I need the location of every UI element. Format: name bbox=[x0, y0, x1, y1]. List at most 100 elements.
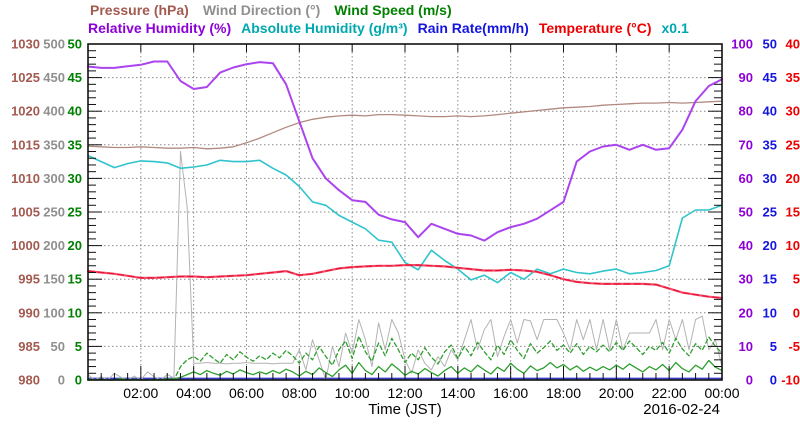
relative_humidity-tick-label: 80 bbox=[739, 104, 753, 119]
temperature-tick-label: 0 bbox=[793, 305, 800, 320]
wind_speed-tick-label: 50 bbox=[68, 37, 82, 52]
series-wind_gust bbox=[87, 335, 723, 381]
temperature-tick-label: 5 bbox=[793, 272, 800, 287]
wind_speed-tick-label: 0 bbox=[75, 373, 82, 388]
x-tick-label: 00:00 bbox=[704, 385, 739, 401]
relative_humidity-tick-label: 10 bbox=[739, 339, 753, 354]
rain_rate-tick-label: 35 bbox=[763, 137, 777, 152]
x-tick-label: 08:00 bbox=[282, 385, 317, 401]
wind_speed-tick-label: 25 bbox=[68, 205, 82, 220]
legend-item: Rain Rate(mm/h) bbox=[417, 20, 529, 36]
rain_rate-tick-label: 0 bbox=[770, 373, 777, 388]
wind_direction-tick-label: 150 bbox=[43, 272, 65, 287]
temperature-tick-label: 20 bbox=[786, 171, 800, 186]
temperature-tick-label: -10 bbox=[781, 373, 800, 388]
rain_rate-tick-label: 15 bbox=[763, 272, 777, 287]
temperature-tick-label: 25 bbox=[786, 137, 800, 152]
series-wind_direction bbox=[87, 151, 723, 381]
legend-item: Absolute Humidity (g/m³) bbox=[241, 20, 408, 36]
pressure-tick-label: 1025 bbox=[11, 70, 40, 85]
series-pressure bbox=[87, 100, 723, 150]
pressure-tick-label: 995 bbox=[18, 272, 40, 287]
pressure-tick-label: 1010 bbox=[11, 171, 40, 186]
rain_rate-tick-label: 30 bbox=[763, 171, 777, 186]
x-tick-label: 22:00 bbox=[652, 385, 687, 401]
rain_rate-tick-label: 10 bbox=[763, 305, 777, 320]
rain_rate-tick-label: 5 bbox=[770, 339, 777, 354]
x-tick-label: 04:00 bbox=[176, 385, 211, 401]
rain_rate-tick-label: 50 bbox=[763, 37, 777, 52]
wind_direction-tick-label: 50 bbox=[51, 339, 65, 354]
chart-date-label: 2016-02-24 bbox=[643, 401, 720, 418]
pressure-tick-label: 1030 bbox=[11, 37, 40, 52]
x-tick-label: 12:00 bbox=[387, 385, 422, 401]
wind_speed-tick-label: 20 bbox=[68, 238, 82, 253]
left-axis-labels: 1030102510201015101010051000995990985980… bbox=[11, 37, 82, 388]
wind_speed-tick-label: 5 bbox=[75, 339, 82, 354]
pressure-tick-label: 1000 bbox=[11, 238, 40, 253]
temperature-tick-label: 35 bbox=[786, 70, 800, 85]
pressure-tick-label: 985 bbox=[18, 339, 40, 354]
wind_speed-tick-label: 35 bbox=[68, 137, 82, 152]
x-axis-title: Time (JST) bbox=[368, 401, 442, 418]
gridlines bbox=[88, 44, 722, 380]
x-tick-label: 20:00 bbox=[599, 385, 634, 401]
chart-legend-row1: Pressure (hPa) Wind Direction (°) Wind Spe… bbox=[90, 1, 452, 19]
wind_speed-tick-label: 15 bbox=[68, 272, 82, 287]
wind_direction-tick-label: 200 bbox=[43, 238, 65, 253]
wind_speed-tick-label: 10 bbox=[68, 305, 82, 320]
temperature-tick-label: 40 bbox=[786, 37, 800, 52]
pressure-tick-label: 1020 bbox=[11, 104, 40, 119]
x-tick-label: 02:00 bbox=[123, 385, 158, 401]
legend-item: Wind Speed (m/s) bbox=[334, 2, 452, 18]
right-axis-labels: 1009080706050403020100504540353025201510… bbox=[731, 37, 800, 388]
temperature-tick-label: -5 bbox=[788, 339, 800, 354]
wind_direction-tick-label: 0 bbox=[58, 373, 65, 388]
rain_rate-tick-label: 40 bbox=[763, 104, 777, 119]
relative_humidity-tick-label: 100 bbox=[731, 37, 753, 52]
wind_direction-tick-label: 100 bbox=[43, 305, 65, 320]
pressure-tick-label: 1015 bbox=[11, 137, 40, 152]
wind_speed-tick-label: 30 bbox=[68, 171, 82, 186]
rain_rate-tick-label: 25 bbox=[763, 205, 777, 220]
x-axis-labels: 02:00 04:00 06:00 08:00 10:00 12:00 14:00 16:00… bbox=[123, 385, 739, 401]
series-absolute_humidity bbox=[87, 154, 723, 284]
legend-item: Pressure (hPa) bbox=[90, 2, 189, 18]
relative_humidity-tick-label: 50 bbox=[739, 205, 753, 220]
legend-item: Relative Humidity (%) bbox=[88, 20, 232, 36]
x-tick-label: 10:00 bbox=[335, 385, 370, 401]
wind_direction-tick-label: 450 bbox=[43, 70, 65, 85]
pressure-tick-label: 1005 bbox=[11, 205, 40, 220]
pressure-tick-label: 990 bbox=[18, 305, 40, 320]
chart-legend-row2: Relative Humidity (%) Absolute Humidity (… bbox=[88, 19, 689, 37]
relative_humidity-tick-label: 70 bbox=[739, 137, 753, 152]
temperature-tick-label: 30 bbox=[786, 104, 800, 119]
relative_humidity-tick-label: 0 bbox=[746, 373, 753, 388]
x-tick-label: 06:00 bbox=[229, 385, 264, 401]
legend-item: x0.1 bbox=[661, 20, 689, 36]
pressure-tick-label: 980 bbox=[18, 373, 40, 388]
series-relative_humidity bbox=[87, 60, 723, 242]
temperature-tick-label: 10 bbox=[786, 238, 800, 253]
wind_direction-tick-label: 400 bbox=[43, 104, 65, 119]
relative_humidity-tick-label: 30 bbox=[739, 272, 753, 287]
rain_rate-tick-label: 45 bbox=[763, 70, 777, 85]
wind_direction-tick-label: 250 bbox=[43, 205, 65, 220]
wind_speed-tick-label: 45 bbox=[68, 70, 82, 85]
x-tick-label: 16:00 bbox=[493, 385, 528, 401]
relative_humidity-tick-label: 60 bbox=[739, 171, 753, 186]
relative_humidity-tick-label: 20 bbox=[739, 305, 753, 320]
wind_direction-tick-label: 500 bbox=[43, 37, 65, 52]
wind_direction-tick-label: 300 bbox=[43, 171, 65, 186]
rain_rate-tick-label: 20 bbox=[763, 238, 777, 253]
x-tick-label: 14:00 bbox=[440, 385, 475, 401]
relative_humidity-tick-label: 90 bbox=[739, 70, 753, 85]
series-temperature-overlay bbox=[87, 264, 723, 299]
temperature-tick-label: 15 bbox=[786, 205, 800, 220]
x-tick-label: 18:00 bbox=[546, 385, 581, 401]
tick-marks bbox=[88, 43, 723, 381]
legend-item: Wind Direction (°) bbox=[202, 2, 321, 18]
wind_direction-tick-label: 350 bbox=[43, 137, 65, 152]
